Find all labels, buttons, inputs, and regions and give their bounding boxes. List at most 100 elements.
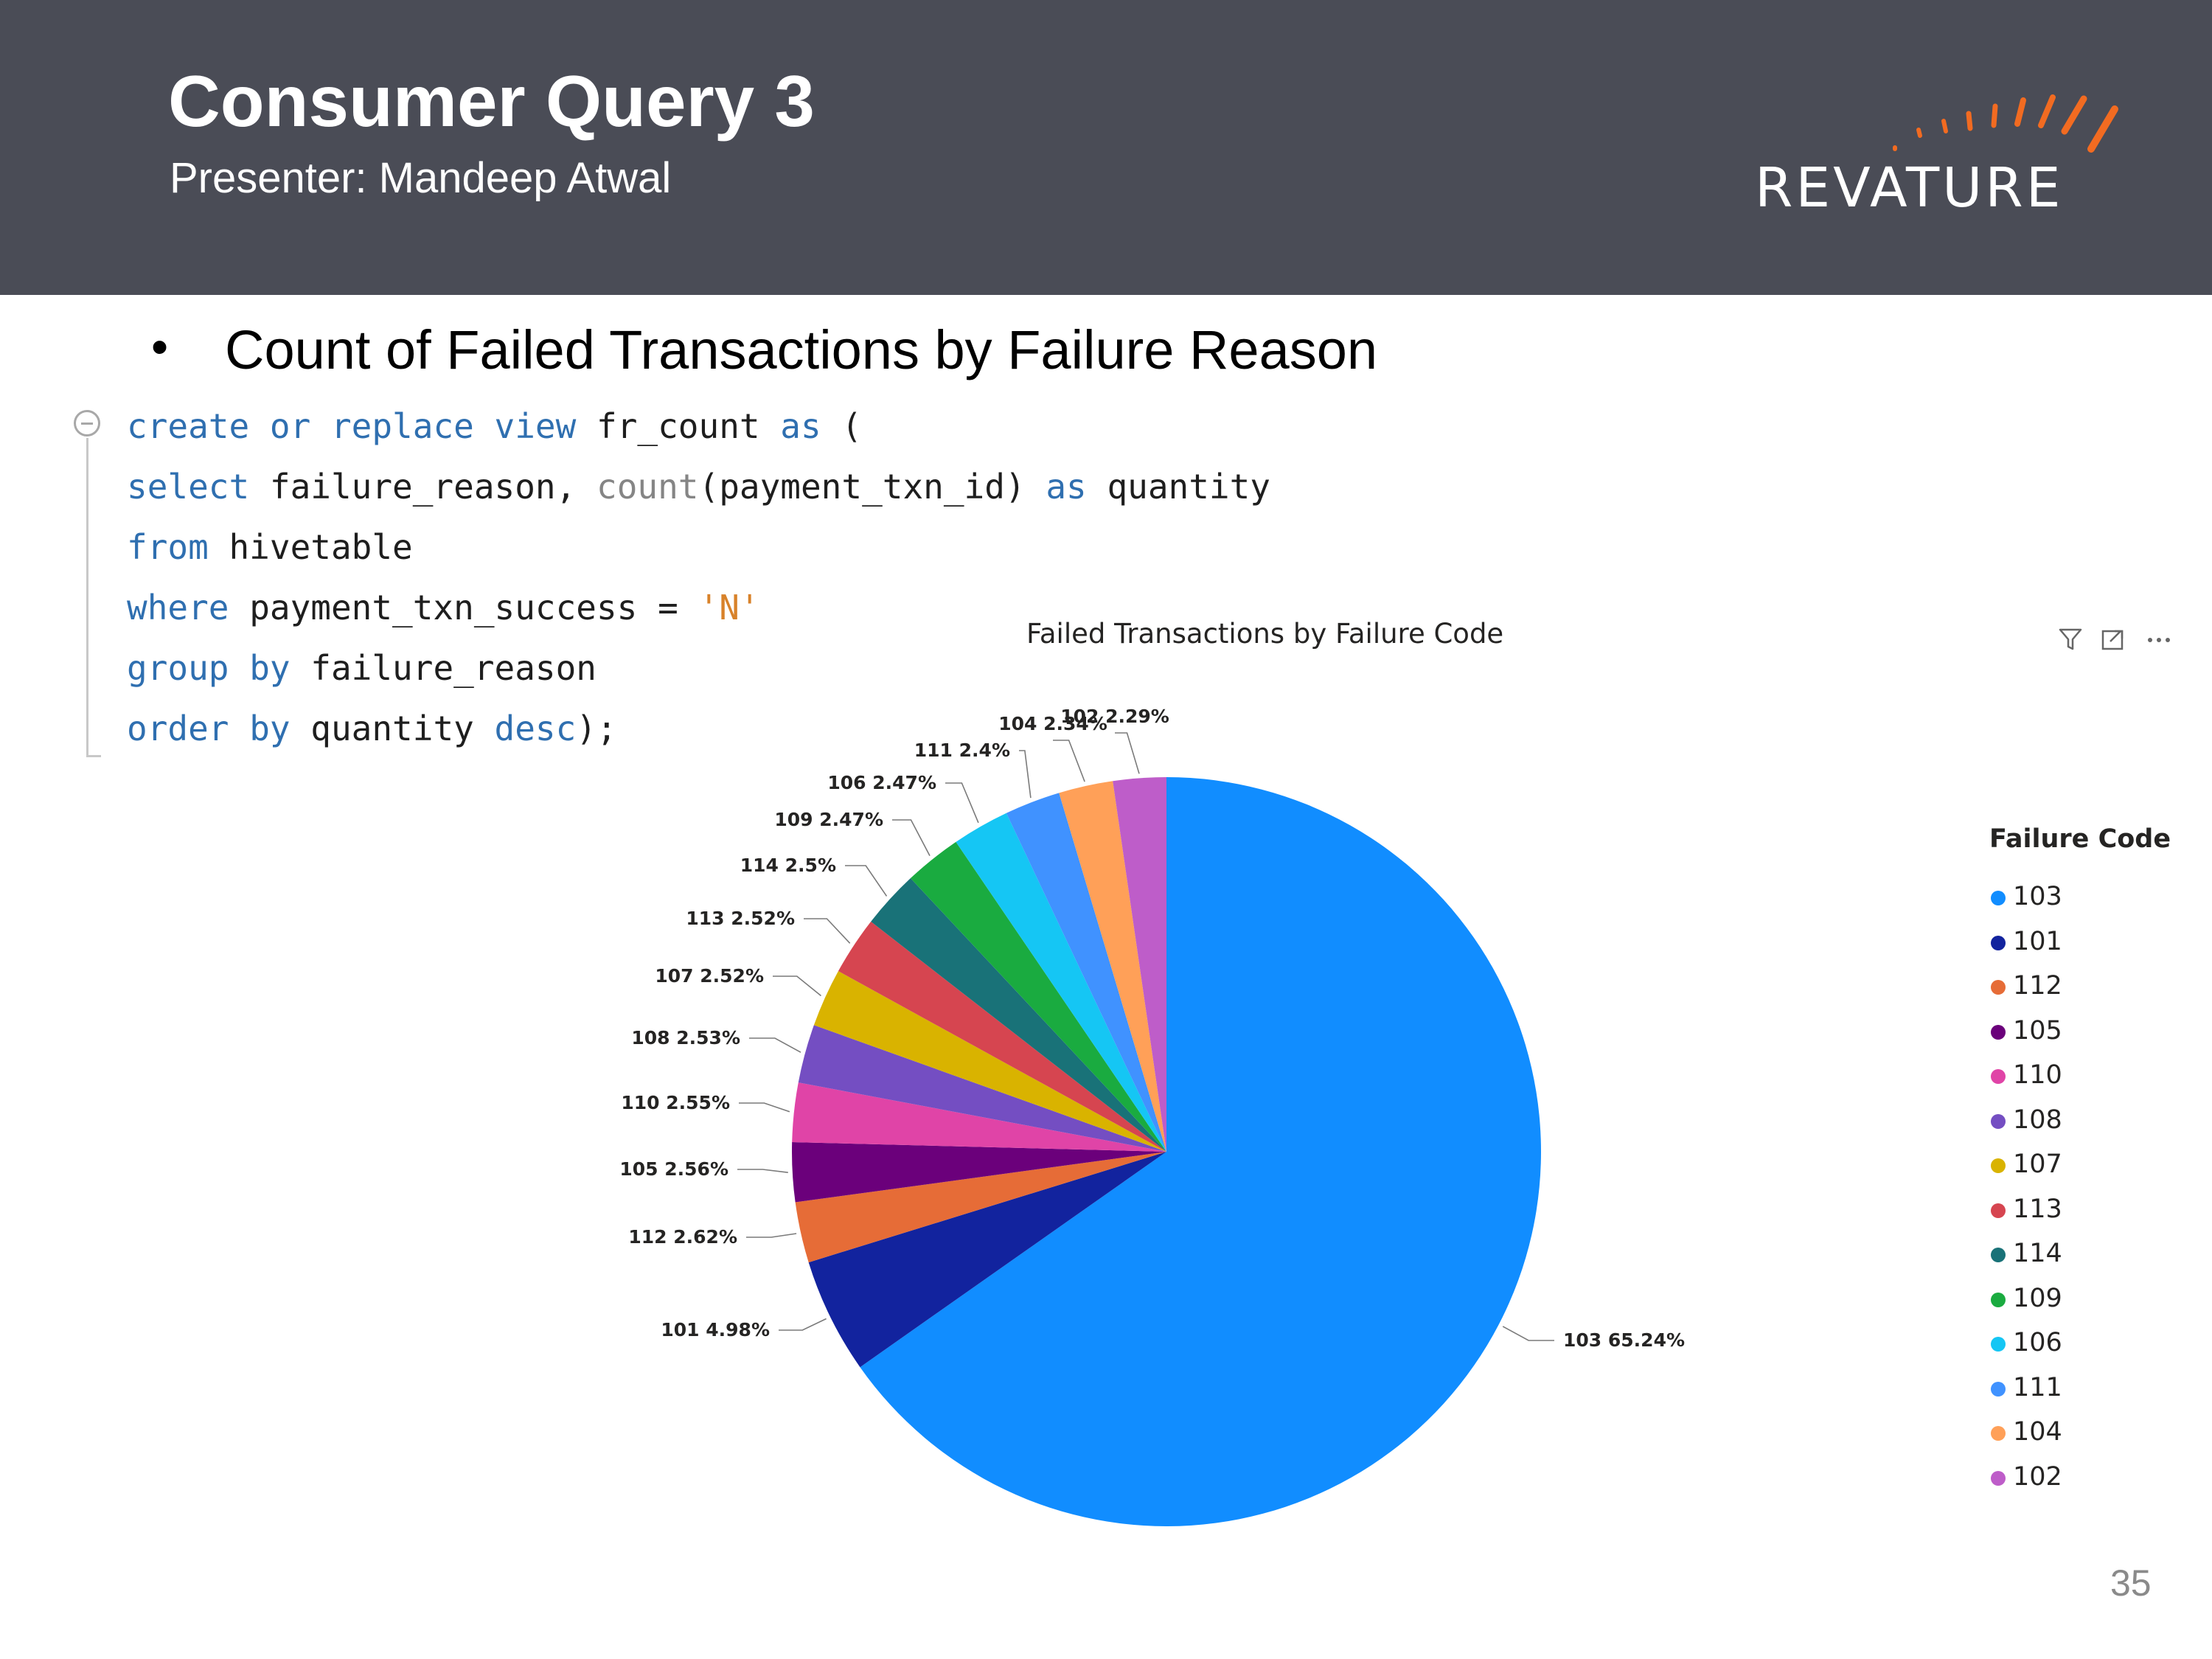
legend-label: 104 bbox=[2013, 1417, 2062, 1447]
legend-item-112[interactable]: 112 bbox=[1989, 968, 2137, 1005]
legend-label: 102 bbox=[2013, 1461, 2062, 1492]
legend-item-108[interactable]: 108 bbox=[1989, 1102, 2137, 1139]
code-line: create or replace view fr_count as ( bbox=[127, 406, 863, 446]
legend-color-dot-icon bbox=[1991, 1024, 2006, 1040]
data-label-107: 107 2.52% bbox=[655, 965, 764, 987]
legend-color-dot-icon bbox=[1991, 1426, 2006, 1441]
filter-icon[interactable] bbox=[2059, 628, 2082, 650]
legend-item-107[interactable]: 107 bbox=[1989, 1147, 2137, 1183]
fold-guide-end bbox=[86, 755, 101, 757]
revature-logo-rays-icon bbox=[1893, 94, 2118, 153]
legend-label: 111 bbox=[2013, 1372, 2062, 1402]
focus-mode-icon[interactable] bbox=[2101, 630, 2124, 650]
legend-color-dot-icon bbox=[1991, 1158, 2006, 1173]
leader-line-110 bbox=[739, 1102, 790, 1113]
data-label-102: 102 2.29% bbox=[1060, 706, 1169, 727]
page-number: 35 bbox=[2110, 1562, 2152, 1604]
legend-color-dot-icon bbox=[1991, 1470, 2006, 1486]
pie-slice-101[interactable] bbox=[808, 1152, 1166, 1368]
legend-item-106[interactable]: 106 bbox=[1989, 1325, 2137, 1362]
legend-label: 109 bbox=[2013, 1283, 2062, 1313]
legend-item-101[interactable]: 101 bbox=[1989, 924, 2137, 961]
legend-label: 114 bbox=[2013, 1239, 2062, 1268]
data-label-110: 110 2.55% bbox=[621, 1092, 730, 1113]
pie-slice-104[interactable] bbox=[1059, 781, 1166, 1152]
legend-label: 113 bbox=[2013, 1194, 2062, 1224]
code-line: select failure_reason, count(payment_txn… bbox=[127, 467, 1270, 507]
fold-guide bbox=[86, 438, 88, 757]
pie-slice-105[interactable] bbox=[792, 1141, 1166, 1203]
code-line: order by quantity desc); bbox=[127, 709, 617, 748]
legend-item-114[interactable]: 114 bbox=[1989, 1236, 2137, 1273]
data-label-108: 108 2.53% bbox=[631, 1027, 740, 1048]
leader-line-111 bbox=[1019, 750, 1032, 799]
data-label-109: 109 2.47% bbox=[774, 809, 883, 830]
pie-slice-107[interactable] bbox=[813, 971, 1166, 1152]
pie-slice-112[interactable] bbox=[795, 1152, 1166, 1263]
legend-item-110[interactable]: 110 bbox=[1989, 1057, 2137, 1094]
legend-item-103[interactable]: 103 bbox=[1989, 879, 2137, 916]
sql-code-block: create or replace view fr_count as ( sele… bbox=[71, 404, 1324, 758]
data-label-111: 111 2.4% bbox=[914, 740, 1010, 761]
pie-slice-102[interactable] bbox=[1113, 777, 1166, 1152]
pie-slice-103[interactable] bbox=[860, 777, 1541, 1526]
data-label-113: 113 2.52% bbox=[686, 908, 795, 929]
legend-label: 107 bbox=[2013, 1150, 2062, 1179]
pie-slice-113[interactable] bbox=[838, 921, 1166, 1152]
legend-item-111[interactable]: 111 bbox=[1989, 1370, 2137, 1407]
legend-color-dot-icon bbox=[1991, 1292, 2006, 1307]
legend-label: 108 bbox=[2013, 1105, 2062, 1135]
leader-line-106 bbox=[945, 782, 979, 824]
leader-line-113 bbox=[804, 918, 851, 944]
legend-label: 105 bbox=[2013, 1015, 2062, 1046]
leader-line-107 bbox=[773, 975, 822, 997]
legend-item-104[interactable]: 104 bbox=[1989, 1414, 2137, 1451]
legend-color-dot-icon bbox=[1991, 1069, 2006, 1084]
legend-label: 101 bbox=[2013, 926, 2062, 956]
legend-item-109[interactable]: 109 bbox=[1989, 1281, 2137, 1318]
data-label-101: 101 4.98% bbox=[661, 1319, 770, 1340]
pie-slice-109[interactable] bbox=[910, 841, 1166, 1152]
data-label-114: 114 2.5% bbox=[740, 855, 836, 876]
leader-line-108 bbox=[749, 1037, 801, 1053]
bullet-icon: • bbox=[151, 319, 169, 374]
legend-label: 112 bbox=[2013, 971, 2062, 1001]
code-line: from hivetable bbox=[127, 527, 413, 567]
presenter-subtitle: Presenter: Mandeep Atwal bbox=[170, 154, 672, 202]
code-line: where payment_txn_success = 'N' bbox=[127, 588, 760, 627]
revature-logo-text: REVATURE bbox=[1755, 156, 2064, 220]
pie-slice-106[interactable] bbox=[956, 813, 1166, 1152]
more-options-icon[interactable] bbox=[2148, 638, 2170, 642]
legend-color-dot-icon bbox=[1991, 980, 2006, 995]
pie-slice-108[interactable] bbox=[798, 1025, 1166, 1152]
collapse-icon[interactable] bbox=[74, 410, 100, 437]
leader-line-112 bbox=[746, 1233, 797, 1238]
pie-slice-110[interactable] bbox=[792, 1082, 1166, 1152]
legend-title: Failure Code bbox=[1989, 824, 2171, 854]
legend-color-dot-icon bbox=[1991, 891, 2006, 905]
code-line: group by failure_reason bbox=[127, 648, 597, 688]
data-label-105: 105 2.56% bbox=[619, 1158, 728, 1180]
pie-slice-111[interactable] bbox=[1006, 793, 1166, 1152]
pie-slice-114[interactable] bbox=[871, 878, 1166, 1152]
legend-color-dot-icon bbox=[1991, 935, 2006, 950]
data-label-103: 103 65.24% bbox=[1563, 1329, 1685, 1351]
legend-item-102[interactable]: 102 bbox=[1989, 1459, 2137, 1496]
slide-title: Consumer Query 3 bbox=[168, 60, 815, 142]
legend-item-113[interactable]: 113 bbox=[1989, 1192, 2137, 1228]
legend-label: 110 bbox=[2013, 1060, 2062, 1090]
legend-color-dot-icon bbox=[1991, 1248, 2006, 1262]
slide-header: Consumer Query 3 Presenter: Mandeep Atwa… bbox=[0, 0, 2212, 295]
legend-color-dot-icon bbox=[1991, 1337, 2006, 1352]
data-label-106: 106 2.47% bbox=[827, 772, 936, 793]
leader-line-105 bbox=[737, 1169, 788, 1173]
bullet-text: Count of Failed Transactions by Failure … bbox=[225, 319, 1378, 380]
leader-line-109 bbox=[892, 819, 931, 856]
legend-label: 106 bbox=[2013, 1328, 2062, 1357]
chart-title: Failed Transactions by Failure Code bbox=[1026, 618, 1504, 650]
legend-color-dot-icon bbox=[1991, 1203, 2006, 1218]
data-label-104: 104 2.34% bbox=[998, 713, 1107, 734]
legend-item-105[interactable]: 105 bbox=[1989, 1013, 2137, 1050]
data-label-112: 112 2.62% bbox=[628, 1226, 737, 1248]
